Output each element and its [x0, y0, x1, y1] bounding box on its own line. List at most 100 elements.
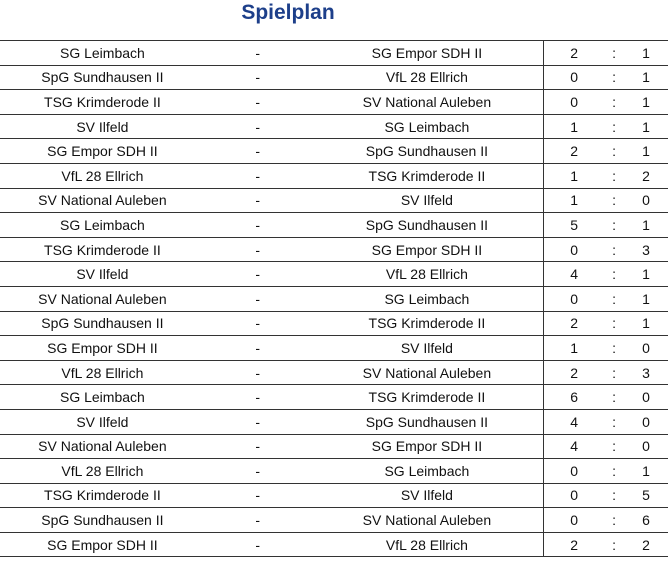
- home-team: TSG Krimderode II: [0, 482, 205, 509]
- match-row: SV National Auleben - SV Ilfeld 1:0: [0, 187, 668, 214]
- home-team: VfL 28 Ellrich: [0, 162, 205, 189]
- away-team: SG Empor SDH II: [310, 433, 545, 460]
- away-goals: 1: [624, 310, 668, 337]
- away-team: SG Leimbach: [310, 113, 545, 140]
- away-goals: 1: [624, 212, 668, 238]
- away-team: VfL 28 Ellrich: [310, 531, 545, 558]
- away-goals: 0: [624, 433, 668, 460]
- away-team: SpG Sundhausen II: [310, 408, 545, 435]
- away-goals: 1: [624, 40, 668, 66]
- match-row: TSG Krimderode II - SV Ilfeld 0:5: [0, 482, 668, 509]
- away-goals: 1: [624, 113, 668, 140]
- match-row: SpG Sundhausen II - TSG Krimderode II 2:1: [0, 310, 668, 337]
- home-goals: 1: [543, 162, 605, 189]
- away-team: SG Empor SDH II: [310, 40, 545, 66]
- match-row: TSG Krimderode II - SG Empor SDH II 0:3: [0, 236, 668, 263]
- home-goals: 4: [543, 261, 605, 287]
- match-row: VfL 28 Ellrich - SG Leimbach 0:1: [0, 458, 668, 484]
- away-team: SV National Auleben: [310, 359, 545, 386]
- score-separator: :: [604, 261, 625, 287]
- score-separator: :: [604, 507, 625, 533]
- separator: -: [204, 138, 311, 164]
- score-separator: :: [604, 40, 625, 66]
- match-row: SG Empor SDH II - SV Ilfeld 1:0: [0, 335, 668, 361]
- separator: -: [204, 458, 311, 484]
- home-team: SV National Auleben: [0, 433, 205, 460]
- home-team: SpG Sundhausen II: [0, 507, 205, 533]
- separator: -: [204, 261, 311, 287]
- separator: -: [204, 89, 311, 115]
- away-goals: 1: [624, 261, 668, 287]
- score-separator: :: [604, 187, 625, 214]
- schedule-table: SG Leimbach - SG Empor SDH II 2:1 SpG Sundha…: [0, 40, 668, 558]
- home-goals: 0: [543, 89, 605, 115]
- match-row: SG Leimbach - SpG Sundhausen II 5:1: [0, 212, 668, 238]
- away-goals: 1: [624, 89, 668, 115]
- away-goals: 1: [624, 64, 668, 91]
- score-separator: :: [604, 482, 625, 509]
- score-separator: :: [604, 310, 625, 337]
- away-team: VfL 28 Ellrich: [310, 261, 545, 287]
- match-row: SG Leimbach - SG Empor SDH II 2:1: [0, 40, 668, 66]
- separator: -: [204, 531, 311, 558]
- score-separator: :: [604, 64, 625, 91]
- score-separator: :: [604, 433, 625, 460]
- home-team: SpG Sundhausen II: [0, 64, 205, 91]
- away-team: TSG Krimderode II: [310, 310, 545, 337]
- away-team: SpG Sundhausen II: [310, 212, 545, 238]
- separator: -: [204, 64, 311, 91]
- away-team: SV Ilfeld: [310, 187, 545, 214]
- away-goals: 0: [624, 384, 668, 410]
- separator: -: [204, 113, 311, 140]
- match-row: VfL 28 Ellrich - TSG Krimderode II 1:2: [0, 162, 668, 189]
- home-team: VfL 28 Ellrich: [0, 458, 205, 484]
- away-goals: 0: [624, 335, 668, 361]
- home-goals: 1: [543, 335, 605, 361]
- home-goals: 0: [543, 482, 605, 509]
- home-goals: 2: [543, 310, 605, 337]
- away-goals: 1: [624, 458, 668, 484]
- score-separator: :: [604, 236, 625, 263]
- separator: -: [204, 433, 311, 460]
- home-goals: 2: [543, 531, 605, 558]
- home-team: SG Empor SDH II: [0, 138, 205, 164]
- home-team: SV National Auleben: [0, 187, 205, 214]
- home-team: SpG Sundhausen II: [0, 310, 205, 337]
- score-separator: :: [604, 162, 625, 189]
- away-goals: 1: [624, 138, 668, 164]
- match-row: SG Empor SDH II - VfL 28 Ellrich 2:2: [0, 531, 668, 558]
- home-team: SG Empor SDH II: [0, 531, 205, 558]
- home-team: SG Empor SDH II: [0, 335, 205, 361]
- separator: -: [204, 236, 311, 263]
- away-goals: 0: [624, 187, 668, 214]
- score-separator: :: [604, 359, 625, 386]
- match-row: SV Ilfeld - VfL 28 Ellrich 4:1: [0, 261, 668, 287]
- away-team: VfL 28 Ellrich: [310, 64, 545, 91]
- score-separator: :: [604, 212, 625, 238]
- score-separator: :: [604, 384, 625, 410]
- score-separator: :: [604, 458, 625, 484]
- match-row: SV Ilfeld - SG Leimbach 1:1: [0, 113, 668, 140]
- score-separator: :: [604, 89, 625, 115]
- home-team: TSG Krimderode II: [0, 236, 205, 263]
- away-goals: 2: [624, 162, 668, 189]
- separator: -: [204, 285, 311, 312]
- score-separator: :: [604, 335, 625, 361]
- home-team: SG Leimbach: [0, 212, 205, 238]
- away-goals: 5: [624, 482, 668, 509]
- home-team: SV Ilfeld: [0, 408, 205, 435]
- home-goals: 4: [543, 433, 605, 460]
- away-goals: 6: [624, 507, 668, 533]
- away-team: SV Ilfeld: [310, 482, 545, 509]
- score-separator: :: [604, 285, 625, 312]
- away-goals: 2: [624, 531, 668, 558]
- away-team: SpG Sundhausen II: [310, 138, 545, 164]
- home-goals: 0: [543, 507, 605, 533]
- score-separator: :: [604, 408, 625, 435]
- away-team: SG Leimbach: [310, 285, 545, 312]
- home-goals: 0: [543, 236, 605, 263]
- match-row: SV National Auleben - SG Leimbach 0:1: [0, 285, 668, 312]
- home-goals: 2: [543, 40, 605, 66]
- separator: -: [204, 310, 311, 337]
- home-goals: 1: [543, 113, 605, 140]
